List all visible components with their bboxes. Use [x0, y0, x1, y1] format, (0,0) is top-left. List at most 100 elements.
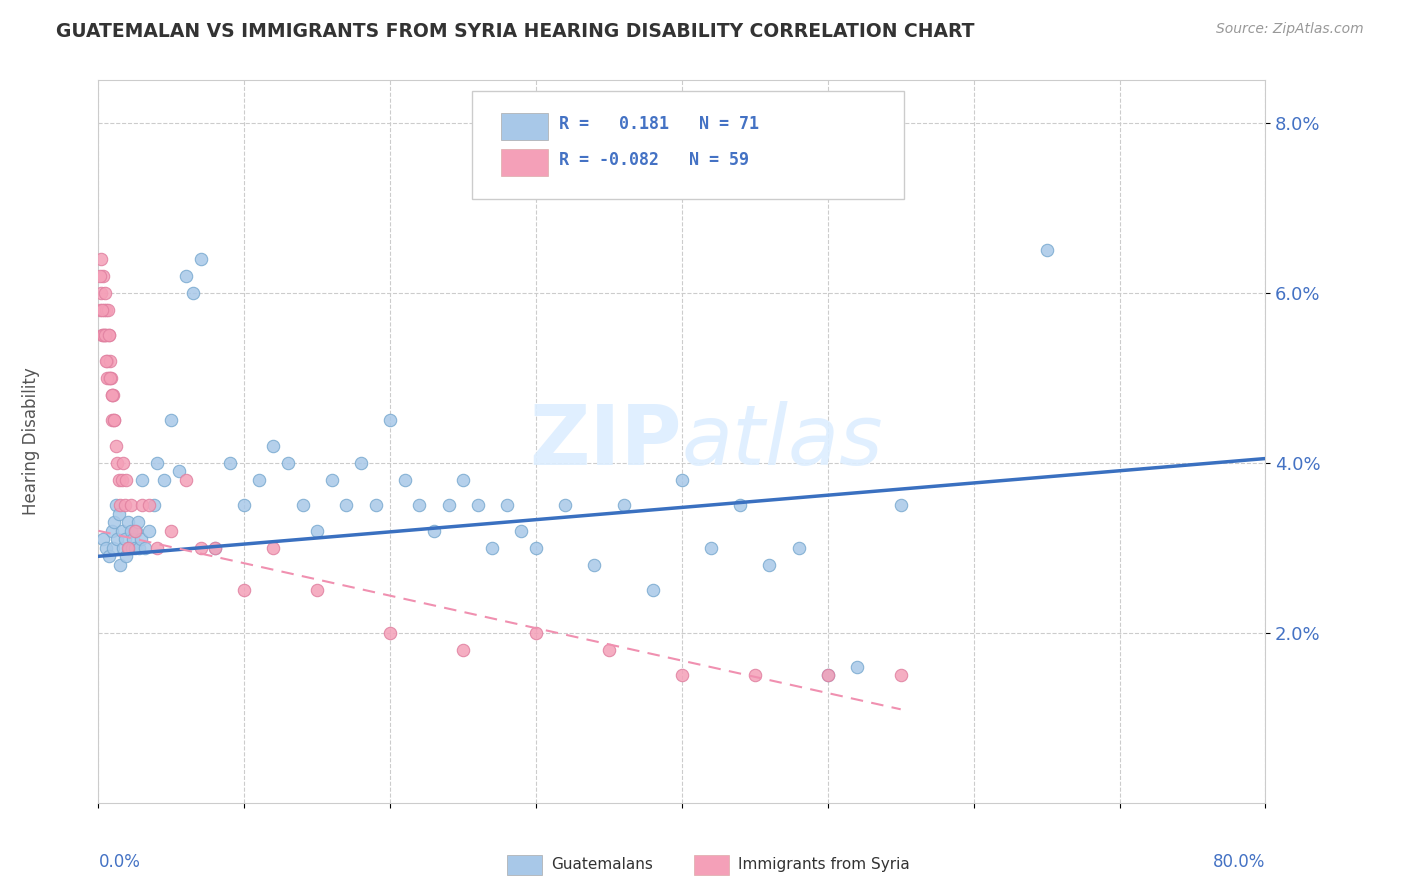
Point [104, 439, 127, 453]
Point [204, 541, 226, 555]
Point [437, 498, 460, 512]
Point [97, 549, 120, 564]
Point [263, 439, 285, 453]
Point [94, 302, 117, 317]
Point [89, 302, 111, 317]
FancyBboxPatch shape [693, 855, 728, 875]
FancyBboxPatch shape [472, 91, 904, 200]
Point [108, 507, 131, 521]
Point [700, 541, 723, 555]
Text: Immigrants from Syria: Immigrants from Syria [738, 856, 910, 871]
Text: 0.0%: 0.0% [98, 854, 141, 871]
Point [758, 558, 780, 572]
Point [138, 498, 160, 512]
Point [524, 541, 547, 555]
Text: Source: ZipAtlas.com: Source: ZipAtlas.com [1216, 22, 1364, 37]
Point [101, 413, 124, 427]
Point [131, 498, 153, 512]
Point [124, 524, 146, 538]
Point [671, 473, 693, 487]
Point [104, 498, 127, 512]
Point [787, 541, 810, 555]
Point [112, 541, 135, 555]
Point [94, 353, 117, 368]
Point [103, 413, 125, 427]
Point [93, 302, 115, 317]
Point [93, 328, 115, 343]
FancyBboxPatch shape [501, 112, 548, 140]
Point [350, 456, 373, 470]
Point [671, 668, 693, 682]
Point [89, 268, 111, 283]
Point [98, 353, 121, 368]
Point [174, 473, 197, 487]
Point [110, 498, 132, 512]
Point [111, 524, 134, 538]
Point [423, 524, 446, 538]
Point [554, 498, 576, 512]
Point [114, 533, 136, 547]
Point [101, 388, 124, 402]
Point [115, 549, 138, 564]
Point [101, 541, 124, 555]
Point [103, 516, 125, 530]
Point [524, 625, 547, 640]
Point [817, 668, 839, 682]
Point [100, 371, 122, 385]
Point [496, 498, 519, 512]
Text: Guatemalans: Guatemalans [551, 856, 652, 871]
Point [890, 498, 912, 512]
Point [97, 302, 120, 317]
Point [138, 524, 160, 538]
Point [96, 328, 118, 343]
Point [98, 328, 121, 343]
Point [105, 533, 128, 547]
Point [451, 642, 474, 657]
Text: GUATEMALAN VS IMMIGRANTS FROM SYRIA HEARING DISABILITY CORRELATION CHART: GUATEMALAN VS IMMIGRANTS FROM SYRIA HEAR… [56, 22, 974, 41]
Point [127, 516, 149, 530]
Point [641, 583, 664, 598]
Point [190, 541, 212, 555]
Point [96, 353, 118, 368]
Text: 80.0%: 80.0% [1213, 854, 1265, 871]
Point [101, 388, 124, 402]
Point [153, 473, 176, 487]
Point [408, 498, 430, 512]
Point [204, 541, 226, 555]
Point [247, 473, 270, 487]
Point [129, 533, 152, 547]
Point [97, 371, 120, 385]
Point [817, 668, 839, 682]
Point [467, 498, 489, 512]
Point [890, 668, 912, 682]
Point [128, 541, 150, 555]
Point [91, 533, 114, 547]
Point [120, 524, 142, 538]
Point [291, 498, 314, 512]
Point [451, 473, 474, 487]
Point [91, 268, 114, 283]
Point [114, 498, 136, 512]
Point [160, 413, 183, 427]
Point [160, 524, 183, 538]
Point [97, 328, 120, 343]
Point [598, 642, 620, 657]
FancyBboxPatch shape [501, 149, 548, 177]
Point [167, 464, 190, 478]
Point [94, 541, 117, 555]
Point [90, 302, 112, 317]
Text: atlas: atlas [682, 401, 883, 482]
Point [510, 524, 533, 538]
Point [307, 583, 329, 598]
Point [108, 473, 131, 487]
Point [117, 516, 139, 530]
Point [124, 541, 146, 555]
Point [111, 473, 134, 487]
Point [100, 524, 122, 538]
Point [481, 541, 503, 555]
Point [125, 524, 148, 538]
Point [103, 413, 125, 427]
Point [846, 660, 869, 674]
Point [118, 541, 141, 555]
Point [117, 541, 139, 555]
